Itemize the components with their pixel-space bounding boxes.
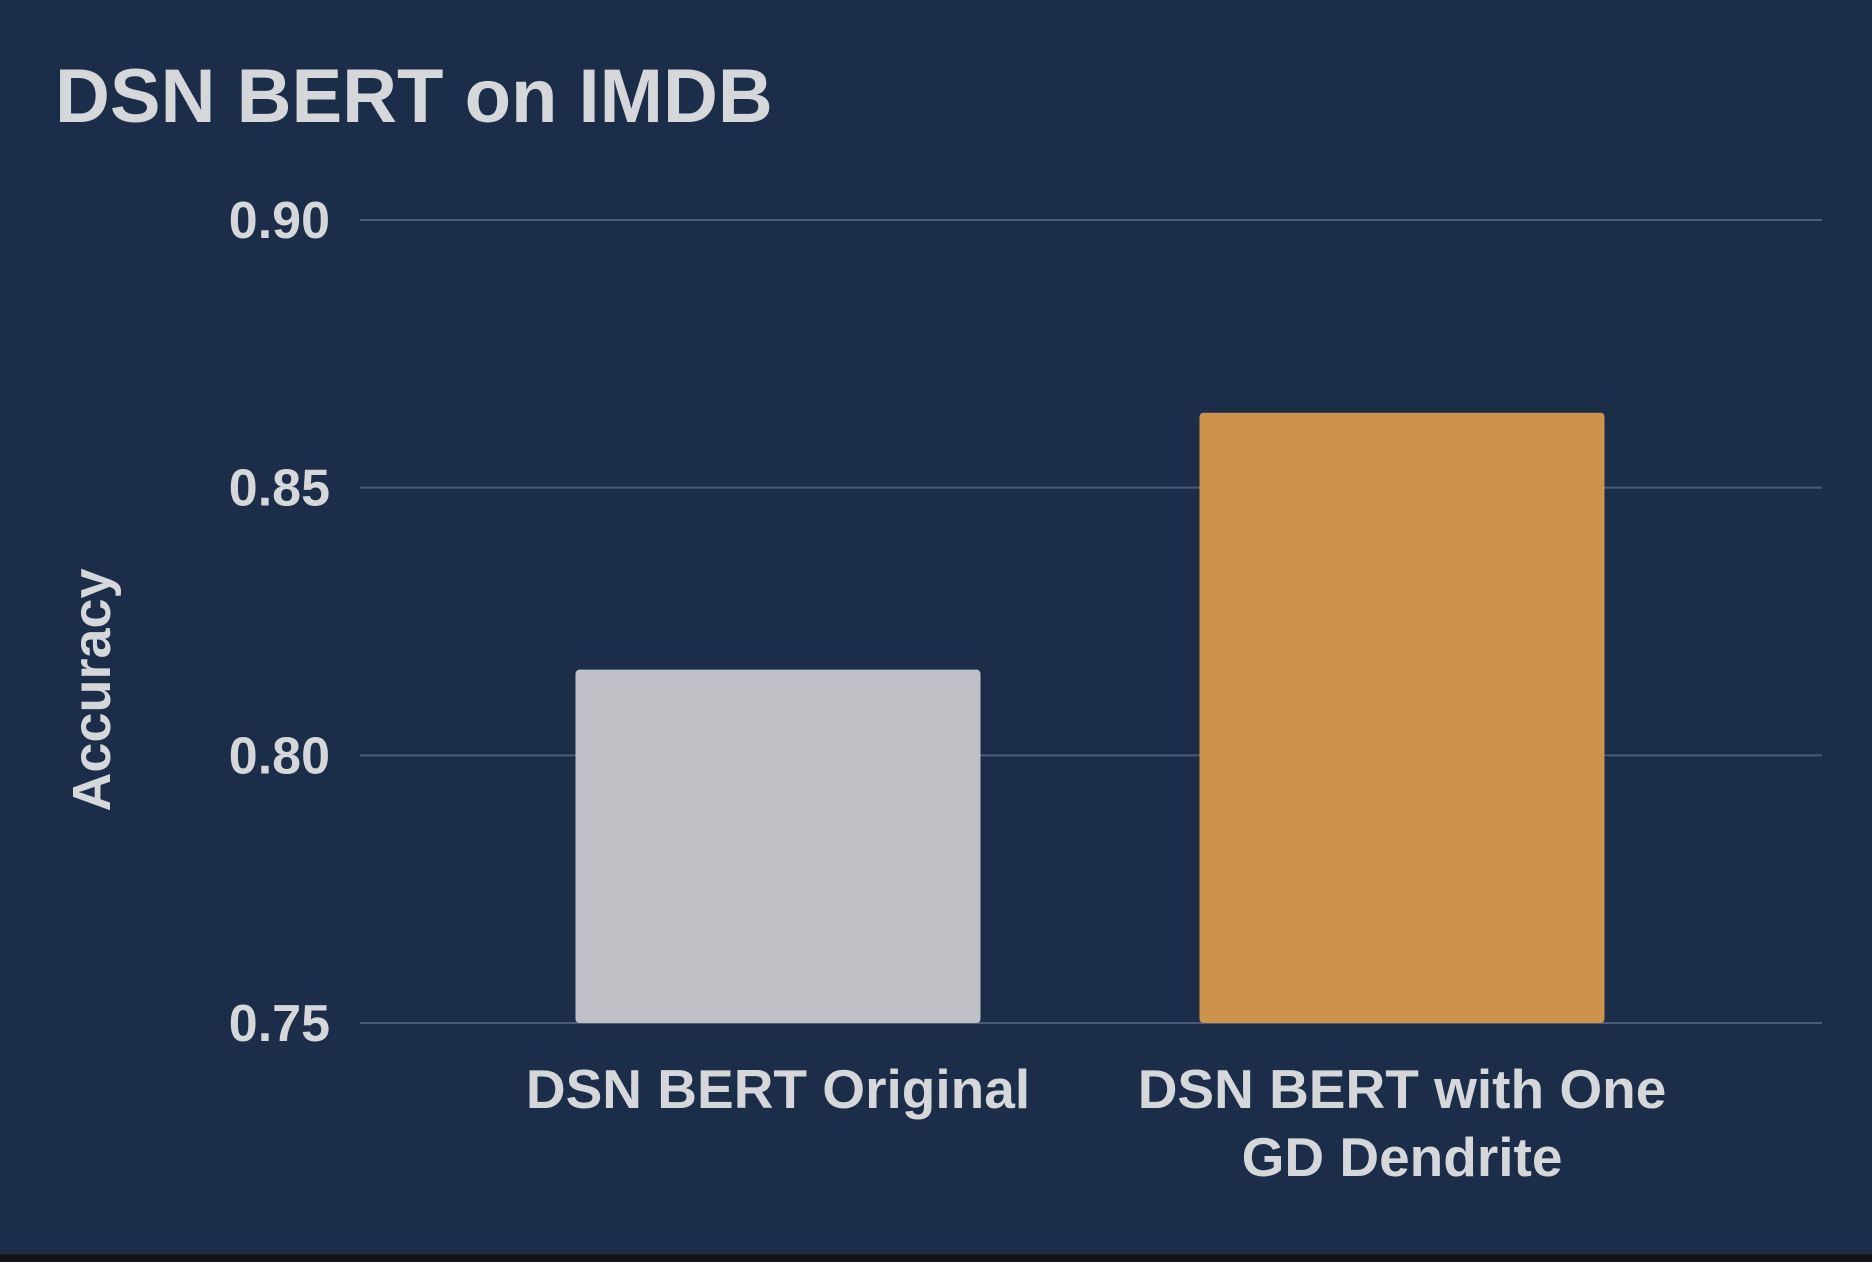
x-tick-label: DSN BERT Original	[526, 1058, 1030, 1120]
bar	[575, 669, 981, 1023]
y-axis-title: Accuracy	[62, 568, 122, 811]
bars	[575, 412, 1605, 1024]
chart-title: DSN BERT on IMDB	[55, 54, 773, 139]
bar	[1199, 412, 1605, 1024]
x-axis-labels: DSN BERT Original DSN BERT with One GD Den…	[526, 1058, 1666, 1188]
y-axis-ticks: 0.90 0.85 0.80 0.75	[229, 192, 330, 1053]
y-tick-label: 0.90	[229, 192, 330, 250]
x-tick-label: DSN BERT with One GD Dendrite	[1138, 1058, 1667, 1188]
y-tick-label: 0.80	[229, 727, 330, 785]
y-tick-label: 0.75	[229, 995, 330, 1053]
y-tick-label: 0.85	[229, 460, 330, 518]
